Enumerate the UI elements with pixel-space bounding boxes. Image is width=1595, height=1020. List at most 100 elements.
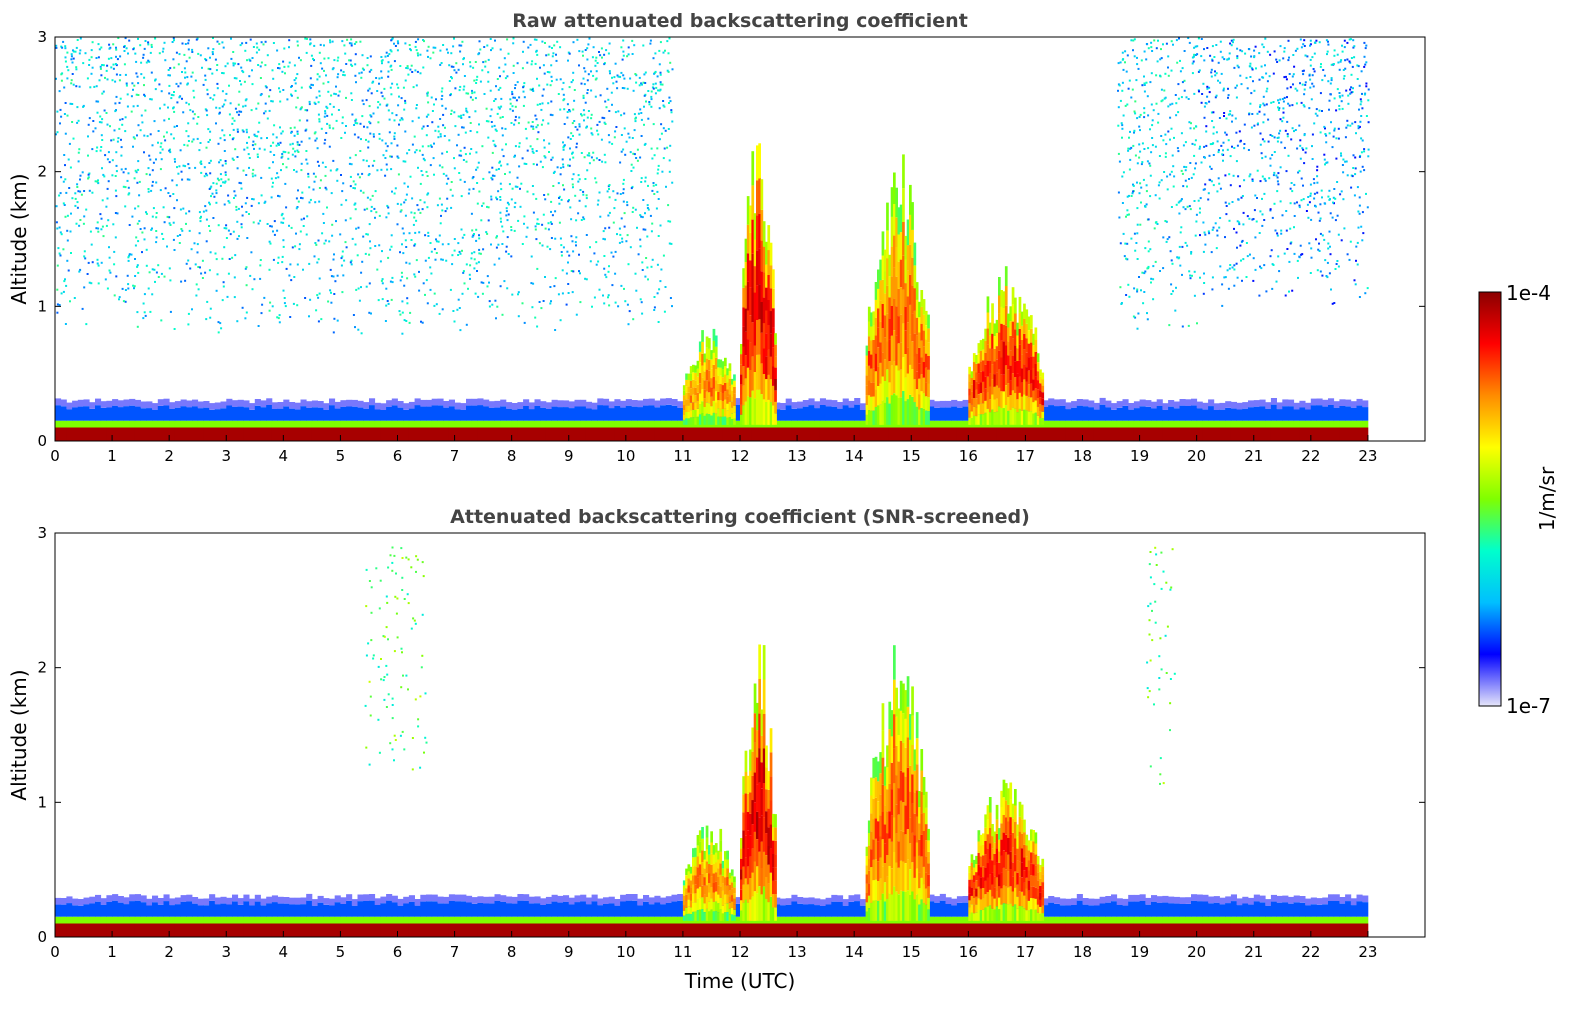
data-speckle	[221, 129, 224, 132]
data-speckle	[1252, 279, 1255, 282]
boundary-layer	[1122, 406, 1129, 421]
data-speckle	[292, 302, 295, 305]
data-speckle	[1147, 147, 1150, 150]
data-speckle	[1132, 49, 1134, 52]
data-speckle	[316, 147, 319, 150]
data-speckle	[542, 119, 545, 122]
data-speckle	[476, 75, 479, 78]
data-speckle	[415, 49, 418, 52]
data-speckle	[398, 310, 401, 313]
data-speckle	[356, 254, 359, 257]
data-speckle	[199, 161, 202, 164]
data-speckle	[1178, 37, 1180, 40]
data-speckle	[1143, 111, 1146, 114]
data-speckle	[586, 154, 589, 157]
data-speckle	[426, 125, 429, 127]
data-speckle	[1346, 58, 1349, 61]
data-speckle	[567, 59, 569, 62]
data-speckle	[1236, 220, 1239, 223]
data-speckle	[182, 164, 185, 167]
data-speckle	[1360, 70, 1363, 73]
data-speckle	[469, 152, 471, 155]
data-speckle	[108, 246, 110, 249]
data-speckle	[1184, 241, 1187, 244]
data-speckle	[134, 207, 137, 210]
data-speckle	[668, 242, 671, 245]
data-speckle	[1352, 154, 1355, 157]
data-speckle	[385, 163, 388, 166]
data-speckle	[1279, 166, 1282, 169]
data-speckle	[547, 222, 550, 225]
data-speckle	[644, 275, 647, 278]
data-speckle	[562, 166, 565, 169]
data-speckle	[500, 105, 503, 108]
data-speckle	[324, 186, 327, 189]
data-speckle	[114, 236, 117, 239]
data-speckle	[1288, 290, 1290, 293]
data-speckle	[286, 98, 289, 101]
data-speckle	[1211, 59, 1214, 62]
cloud-column	[703, 389, 707, 399]
data-speckle	[1319, 232, 1322, 235]
data-speckle	[518, 116, 521, 119]
data-speckle	[218, 42, 221, 45]
data-speckle	[526, 190, 529, 193]
data-speckle	[640, 177, 643, 180]
data-speckle	[1230, 39, 1233, 42]
data-speckle	[1350, 73, 1353, 76]
data-speckle	[415, 84, 418, 87]
data-speckle	[187, 312, 190, 315]
data-speckle	[478, 252, 481, 255]
data-speckle	[1338, 104, 1341, 107]
data-speckle	[601, 116, 604, 119]
data-speckle	[632, 89, 635, 92]
data-speckle	[580, 114, 583, 117]
data-speckle	[1165, 143, 1168, 146]
data-speckle	[393, 60, 396, 63]
data-speckle	[318, 164, 320, 167]
data-speckle	[1200, 101, 1203, 104]
boundary-layer-haze	[1356, 398, 1363, 406]
data-speckle	[512, 42, 515, 45]
data-speckle	[212, 217, 215, 219]
cloud-column	[712, 352, 716, 365]
surface-layer	[894, 427, 901, 441]
boundary-layer	[112, 405, 119, 421]
boundary-layer-haze	[574, 399, 581, 407]
boundary-layer	[654, 407, 661, 421]
data-speckle	[552, 52, 555, 55]
data-speckle	[294, 155, 297, 158]
surface-layer	[77, 427, 84, 441]
data-speckle	[430, 272, 433, 275]
data-speckle	[446, 150, 448, 153]
data-speckle	[160, 319, 163, 322]
data-speckle	[1200, 55, 1203, 58]
boundary-layer	[289, 408, 296, 421]
data-speckle	[532, 211, 535, 214]
data-speckle	[1233, 268, 1236, 271]
surface-layer	[620, 427, 627, 441]
surface-layer	[688, 427, 695, 441]
data-speckle	[536, 222, 539, 225]
data-speckle	[398, 95, 400, 98]
data-speckle	[441, 94, 444, 97]
data-speckle	[308, 85, 311, 88]
data-speckle	[405, 67, 408, 69]
data-speckle	[1147, 240, 1150, 243]
data-speckle	[514, 96, 516, 99]
cloud-column	[692, 409, 695, 418]
data-speckle	[1351, 65, 1354, 68]
data-speckle	[276, 49, 279, 52]
data-speckle	[370, 312, 372, 315]
data-speckle	[368, 105, 371, 108]
boundary-layer-haze	[1333, 401, 1340, 408]
data-speckle	[1304, 151, 1307, 154]
data-speckle	[264, 85, 267, 88]
data-speckle	[658, 288, 661, 291]
data-speckle	[1125, 215, 1127, 218]
data-speckle	[164, 139, 167, 142]
data-speckle	[590, 132, 593, 135]
data-speckle	[458, 307, 461, 309]
cloud-column	[694, 410, 697, 418]
data-speckle	[282, 163, 284, 166]
